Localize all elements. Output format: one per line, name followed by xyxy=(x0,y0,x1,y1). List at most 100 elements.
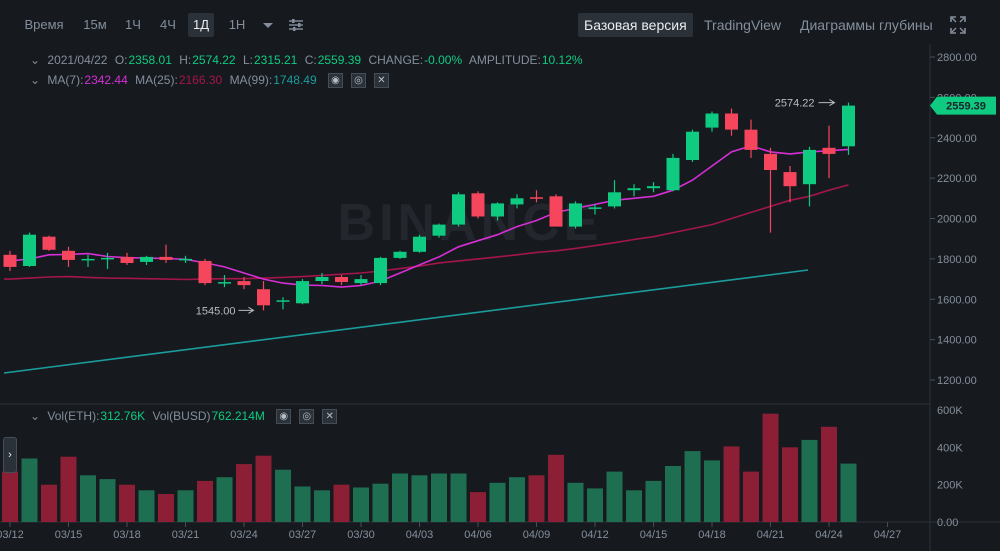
volume-bar[interactable] xyxy=(294,486,311,523)
volume-bar[interactable] xyxy=(372,483,389,522)
interval-1h[interactable]: 1Ч xyxy=(125,17,141,32)
candle-body[interactable] xyxy=(686,131,699,160)
volume-bar[interactable] xyxy=(411,475,428,522)
volume-bar[interactable] xyxy=(684,451,701,522)
eye-icon[interactable]: ◉ xyxy=(276,409,292,425)
candle-body[interactable] xyxy=(608,192,621,207)
candle-body[interactable] xyxy=(62,250,75,260)
volume-bar[interactable] xyxy=(138,490,155,522)
interval-1d[interactable]: 1Д xyxy=(188,13,214,37)
interval-4h[interactable]: 4Ч xyxy=(160,17,176,32)
volume-bar[interactable] xyxy=(606,471,623,522)
candle-body[interactable] xyxy=(101,257,114,260)
candle-body[interactable] xyxy=(413,236,426,252)
volume-bar[interactable] xyxy=(528,475,545,522)
eye-icon[interactable]: ◉ xyxy=(327,73,343,89)
volume-bar[interactable] xyxy=(782,447,798,522)
volume-bar[interactable] xyxy=(80,475,96,522)
volume-bar[interactable] xyxy=(2,471,18,522)
interval-1w[interactable]: 1Н xyxy=(228,17,246,32)
candle-body[interactable] xyxy=(471,193,485,217)
volume-bar[interactable] xyxy=(197,480,213,522)
collapse-arrow-icon[interactable]: ⌄ xyxy=(30,409,41,423)
candle-body[interactable] xyxy=(510,198,524,205)
candle-body[interactable] xyxy=(822,147,836,154)
volume-bar[interactable] xyxy=(821,426,837,522)
candle-body[interactable] xyxy=(393,251,407,258)
volume-bar[interactable] xyxy=(548,454,564,522)
candle-body[interactable] xyxy=(315,277,329,281)
volume-bar[interactable] xyxy=(236,464,252,522)
candle-body[interactable] xyxy=(354,279,368,284)
volume-bar[interactable] xyxy=(21,458,38,523)
more-intervals-dropdown[interactable] xyxy=(258,13,278,37)
candle-body[interactable] xyxy=(296,281,309,304)
volume-bar[interactable] xyxy=(801,439,818,522)
volume-bar[interactable] xyxy=(743,471,759,522)
candle-body[interactable] xyxy=(257,289,270,306)
candle-body[interactable] xyxy=(374,257,387,284)
candle-body[interactable] xyxy=(725,113,738,130)
expand-panel-button[interactable]: › xyxy=(3,437,17,473)
volume-bar[interactable] xyxy=(216,477,233,522)
candle-body[interactable] xyxy=(276,300,290,302)
volume-bar[interactable] xyxy=(99,479,116,522)
volume-bar[interactable] xyxy=(177,490,194,522)
volume-bar[interactable] xyxy=(314,490,330,522)
close-icon[interactable]: ✕ xyxy=(373,73,389,89)
candle-body[interactable] xyxy=(432,224,446,236)
volume-bar[interactable] xyxy=(119,484,135,522)
candle-body[interactable] xyxy=(179,258,192,261)
view-depth[interactable]: Диаграммы глубины xyxy=(800,17,933,33)
candle-body[interactable] xyxy=(218,282,231,284)
candle-body[interactable] xyxy=(335,277,348,282)
volume-bar[interactable] xyxy=(723,446,740,522)
volume-bar[interactable] xyxy=(275,469,291,522)
volume-bar[interactable] xyxy=(626,490,642,522)
collapse-arrow-icon[interactable]: ⌄ xyxy=(30,53,41,67)
fullscreen-button[interactable] xyxy=(949,13,969,37)
candle-body[interactable] xyxy=(744,129,758,150)
volume-bar[interactable] xyxy=(489,482,506,522)
candle-body[interactable] xyxy=(140,256,153,262)
volume-bar[interactable] xyxy=(645,480,662,522)
volume-bar[interactable] xyxy=(353,487,369,523)
candle-body[interactable] xyxy=(3,254,17,267)
candle-body[interactable] xyxy=(23,234,36,266)
candle-body[interactable] xyxy=(491,203,504,217)
candle-body[interactable] xyxy=(647,186,660,189)
volume-bar[interactable] xyxy=(333,484,350,522)
candle-body[interactable] xyxy=(764,153,777,170)
settings-icon[interactable]: ◎ xyxy=(299,409,315,425)
candle-body[interactable] xyxy=(159,256,173,260)
volume-bar[interactable] xyxy=(470,492,486,522)
volume-bar[interactable] xyxy=(567,482,584,522)
volume-bar[interactable] xyxy=(431,473,447,523)
volume-bar[interactable] xyxy=(762,413,779,522)
candle-body[interactable] xyxy=(803,149,816,185)
volume-bar[interactable] xyxy=(60,456,77,522)
volume-bar[interactable] xyxy=(255,455,272,522)
candle-body[interactable] xyxy=(666,157,680,191)
volume-bar[interactable] xyxy=(41,484,57,522)
candle-body[interactable] xyxy=(588,207,602,209)
candle-body[interactable] xyxy=(237,281,251,286)
candle-body[interactable] xyxy=(530,197,543,199)
candle-body[interactable] xyxy=(783,172,797,187)
candle-body[interactable] xyxy=(120,256,134,263)
candle-body[interactable] xyxy=(569,203,582,227)
close-icon[interactable]: ✕ xyxy=(322,409,338,425)
volume-bar[interactable] xyxy=(392,473,408,523)
candlestick-chart[interactable]: BINANCE2800.002600.002400.002200.002000.… xyxy=(0,44,1000,551)
view-tradingview[interactable]: TradingView xyxy=(704,17,782,33)
volume-bar[interactable] xyxy=(704,460,720,522)
settings-icon[interactable]: ◎ xyxy=(350,73,366,89)
candle-body[interactable] xyxy=(627,188,641,191)
volume-bar[interactable] xyxy=(665,466,681,522)
candle-body[interactable] xyxy=(452,194,465,225)
interval-time[interactable]: Время xyxy=(24,17,64,32)
volume-bar[interactable] xyxy=(509,477,525,522)
view-basic[interactable]: Базовая версия xyxy=(578,13,693,37)
chart-area[interactable]: BINANCE2800.002600.002400.002200.002000.… xyxy=(0,44,1000,551)
candle-body[interactable] xyxy=(42,236,56,250)
